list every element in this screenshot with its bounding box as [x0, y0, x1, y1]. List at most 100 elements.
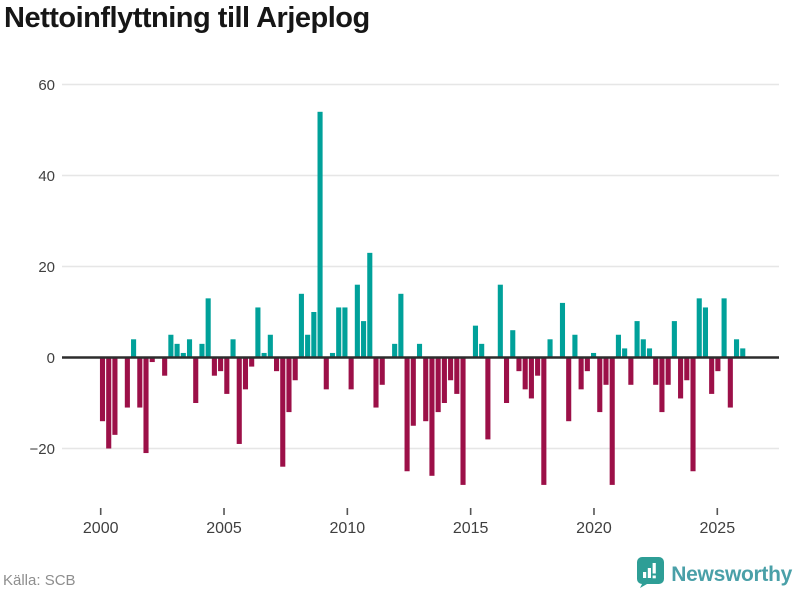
bar: [696, 298, 702, 358]
bar: [373, 357, 379, 408]
bar: [578, 357, 584, 390]
bar: [510, 330, 516, 358]
bar: [286, 357, 292, 413]
bar: [367, 252, 373, 358]
bar: [329, 352, 336, 358]
bar: [497, 284, 503, 358]
bar: [112, 357, 118, 435]
bar: [298, 293, 304, 358]
bar: [460, 357, 466, 485]
bar: [261, 352, 267, 358]
bar: [429, 357, 435, 476]
x-tick-label: 2000: [83, 520, 119, 537]
bar: [541, 357, 547, 485]
bar: [392, 343, 398, 358]
footer: Källa: SCB Newsworthy: [0, 557, 800, 600]
bar: [211, 357, 217, 376]
y-tick-label: 0: [47, 350, 55, 367]
bar: [249, 357, 255, 367]
bar: [242, 357, 249, 390]
bar: [348, 357, 354, 390]
bar: [628, 357, 634, 385]
bar: [131, 339, 137, 358]
bar: [193, 357, 199, 403]
chart-title: Nettoinflyttning till Arjeplog: [4, 2, 370, 34]
bar: [379, 357, 385, 385]
bar: [416, 343, 423, 358]
bar: [566, 357, 572, 422]
bar: [721, 298, 727, 358]
bar: [727, 357, 733, 408]
bar: [591, 352, 597, 358]
bar: [684, 357, 690, 381]
x-tick-label: 2010: [330, 520, 366, 537]
bar: [410, 357, 416, 426]
x-tick-label: 2025: [700, 520, 736, 537]
bar: [690, 357, 696, 472]
bar-chart: 60 40 20 0 −20 2000 2005 2010 2015 2020 2025: [30, 77, 779, 537]
bar: [218, 357, 224, 372]
bar: [634, 321, 640, 358]
bar: [354, 284, 360, 358]
source-label: Källa: SCB: [3, 572, 76, 589]
bar: [230, 339, 236, 358]
bar: [336, 307, 342, 358]
bar: [280, 357, 286, 467]
bar: [267, 334, 273, 358]
brand: Newsworthy: [637, 557, 792, 593]
bar: [535, 357, 541, 376]
bar: [106, 357, 112, 449]
y-tick-label: 20: [38, 259, 55, 276]
bar: [615, 334, 621, 358]
bar: [149, 357, 155, 363]
x-tick-label: 2005: [206, 520, 242, 537]
bar: [665, 357, 671, 385]
bar: [168, 334, 174, 358]
bar: [224, 357, 230, 394]
bar: [174, 343, 180, 358]
bar: [522, 357, 528, 390]
bar: [479, 343, 485, 358]
x-tick-label: 2015: [453, 520, 489, 537]
bar: [597, 357, 603, 413]
bar: [205, 298, 211, 358]
bar: [441, 357, 447, 403]
bar: [124, 357, 130, 408]
bar: [572, 334, 578, 358]
bar: [274, 357, 280, 372]
bar: [603, 357, 609, 385]
bar: [99, 357, 106, 422]
y-tick-label: 40: [38, 168, 55, 185]
bar: [186, 339, 193, 358]
bar: [584, 357, 590, 372]
bar: [398, 293, 404, 358]
bar: [702, 307, 708, 358]
bar: [528, 357, 534, 399]
bar: [236, 357, 242, 444]
bar: [671, 321, 677, 358]
bar: [305, 334, 311, 358]
bar: [740, 348, 746, 358]
brand-name: Newsworthy: [671, 563, 792, 586]
bar: [547, 339, 553, 358]
bar: [162, 357, 168, 376]
bar: [143, 357, 149, 454]
bar: [423, 357, 429, 422]
bar: [715, 357, 721, 372]
bar: [361, 321, 367, 358]
bar: [435, 357, 441, 413]
bar: [342, 307, 348, 358]
bar: [559, 302, 566, 358]
bar: [622, 348, 628, 358]
bar: [503, 357, 510, 403]
bar: [733, 339, 740, 358]
bar: [472, 325, 479, 358]
bar: [199, 343, 205, 358]
bar: [454, 357, 460, 394]
bar: [653, 357, 659, 385]
bar: [137, 357, 143, 408]
bar: [485, 357, 491, 440]
y-tick-label: 60: [38, 77, 55, 94]
bar: [311, 312, 317, 358]
